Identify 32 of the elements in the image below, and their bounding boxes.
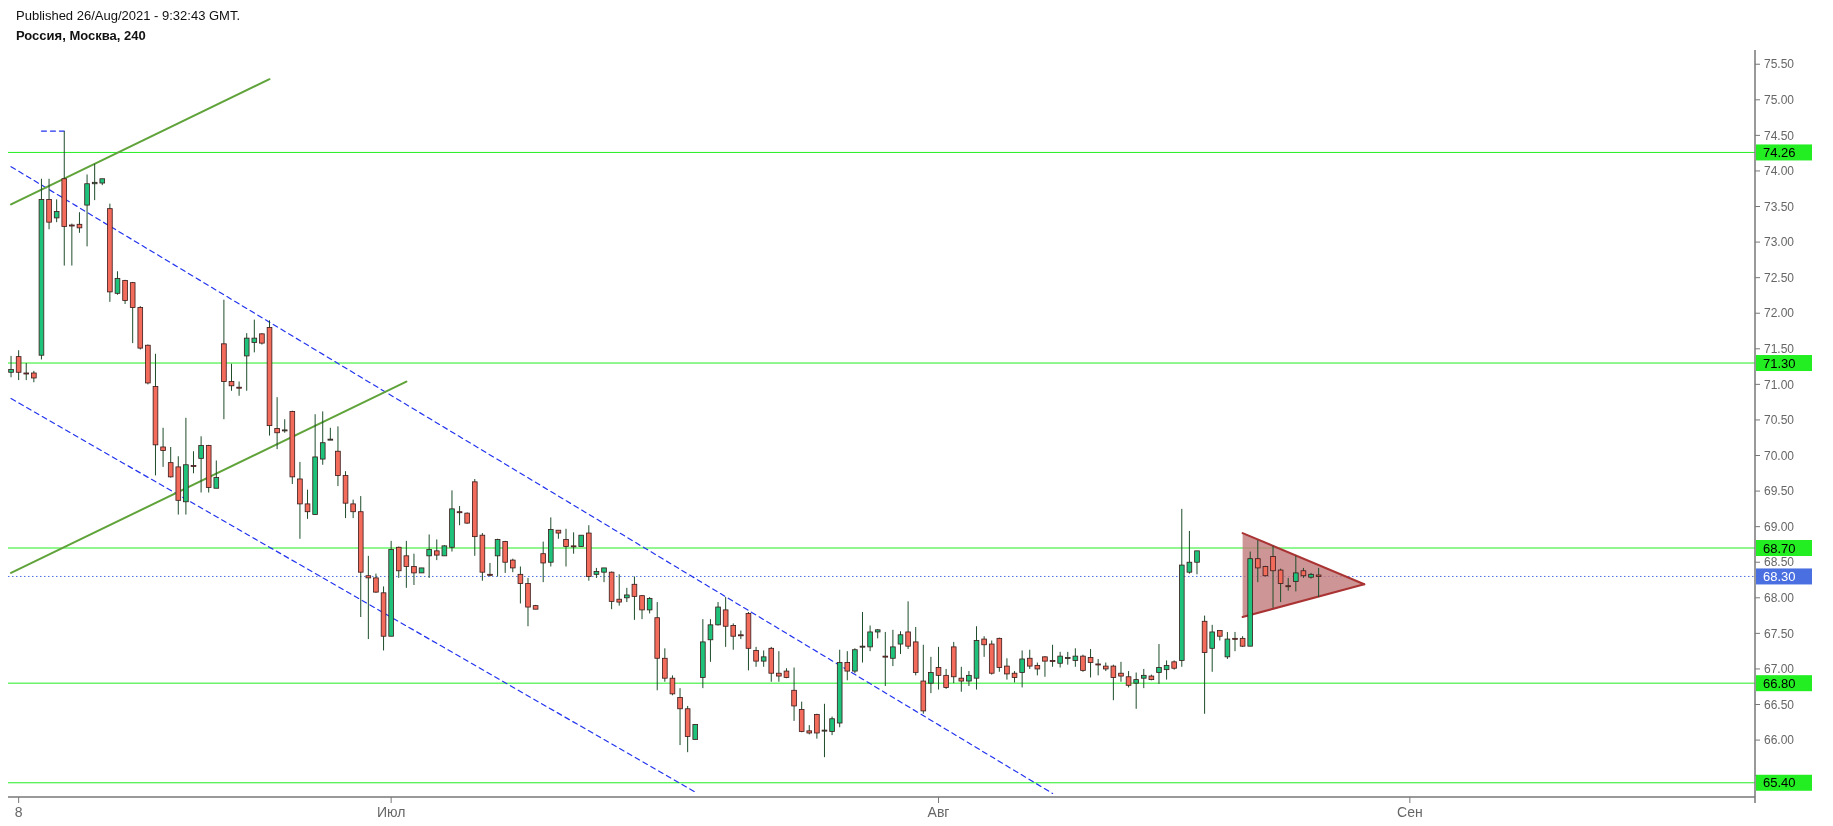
ref-line-label: 68.30 bbox=[1763, 569, 1796, 585]
y-tick-label: 73.00 bbox=[1764, 235, 1795, 250]
ref-line-label: 68.70 bbox=[1763, 540, 1796, 556]
y-tick-label: 70.00 bbox=[1764, 448, 1795, 463]
y-tick-label: 69.50 bbox=[1764, 484, 1795, 499]
x-tick-label: Сен bbox=[1397, 804, 1423, 820]
y-tick-label: 71.00 bbox=[1764, 377, 1795, 392]
y-tick-label: 75.00 bbox=[1764, 93, 1795, 107]
ref-line-label: 66.80 bbox=[1763, 675, 1796, 691]
y-tick-label: 66.50 bbox=[1764, 697, 1795, 712]
x-tick-label: 8 bbox=[14, 804, 23, 820]
y-tick-label: 67.00 bbox=[1764, 662, 1795, 677]
y-tick-label: 74.00 bbox=[1764, 164, 1795, 179]
ref-line-label: 65.40 bbox=[1763, 775, 1796, 791]
y-tick-label: 68.00 bbox=[1764, 591, 1795, 605]
y-tick-label: 73.50 bbox=[1764, 199, 1795, 214]
text: Published 26/Aug/2021 - 9:32:43 GMT. bbox=[16, 8, 241, 23]
y-tick-label: 71.50 bbox=[1764, 342, 1795, 356]
x-tick-label: Авг bbox=[927, 804, 950, 820]
y-tick-label: 75.50 bbox=[1764, 57, 1795, 72]
y-tick-label: 72.00 bbox=[1764, 306, 1795, 321]
y-tick-label: 67.50 bbox=[1764, 626, 1795, 641]
y-tick-label: 72.50 bbox=[1764, 270, 1795, 285]
ref-line-label: 74.26 bbox=[1763, 145, 1796, 160]
y-tick-label: 74.50 bbox=[1764, 128, 1795, 143]
y-tick-label: 66.00 bbox=[1764, 733, 1795, 748]
chart-title: Россия, Москва, 240 bbox=[16, 28, 146, 43]
y-tick-label: 70.50 bbox=[1764, 413, 1795, 428]
x-tick-label: Июл bbox=[376, 804, 406, 820]
ref-line-label: 71.30 bbox=[1763, 355, 1796, 371]
y-tick-label: 68.50 bbox=[1764, 555, 1795, 570]
y-tick-label: 69.00 bbox=[1764, 519, 1795, 534]
